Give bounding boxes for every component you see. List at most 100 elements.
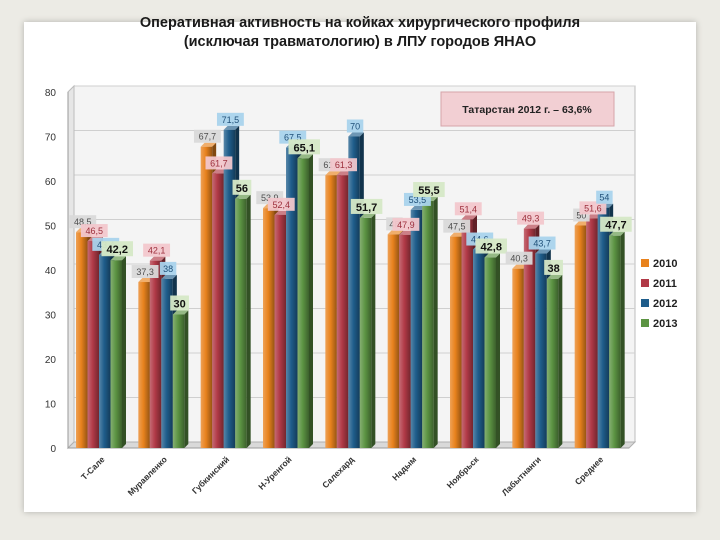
bar-side-face — [246, 194, 251, 448]
data-label-2013: 51,7 — [356, 202, 377, 214]
bar-side-face — [371, 213, 376, 448]
bar-top-face — [546, 274, 563, 279]
bar-top-face — [110, 256, 126, 261]
bar-top-face — [461, 215, 477, 220]
data-label-bg — [505, 251, 533, 265]
data-label-2013: 30 — [173, 299, 185, 311]
annotation-text: Татарстан 2012 г. – 63,6% — [462, 104, 592, 116]
bar-side-face — [433, 197, 438, 448]
bar-2012-0 — [99, 254, 111, 448]
x-category-label: Салехард — [320, 454, 356, 490]
bar-top-face — [609, 231, 625, 236]
y-tick-label: 80 — [45, 88, 57, 99]
bar-2013-5 — [422, 201, 434, 448]
data-label-2012: 38 — [163, 264, 173, 274]
bar-2011-7 — [523, 228, 536, 448]
data-label-bg — [131, 265, 159, 279]
x-category-label: Т-Сале — [79, 454, 107, 482]
data-label-bg — [288, 139, 321, 155]
bar-2013-1 — [172, 314, 185, 448]
data-label-2013: 55,5 — [418, 185, 439, 197]
bar-2010-2 — [200, 146, 213, 449]
data-label-2010: 37,3 — [136, 267, 154, 277]
data-label-bg — [232, 179, 252, 195]
data-label-2011: 51,4 — [459, 204, 477, 214]
bar-2012-6 — [473, 249, 485, 448]
bar-2010-3 — [263, 208, 275, 448]
bar-2011-2 — [212, 173, 224, 448]
bar-side-face — [309, 154, 313, 448]
bar-top-face — [523, 224, 540, 229]
legend-label-2013: 2013 — [653, 318, 677, 330]
bar-2011-4 — [336, 175, 349, 448]
bar-top-face — [223, 125, 240, 130]
y-tick-label: 20 — [45, 355, 57, 366]
legend-swatch-2012 — [641, 299, 649, 307]
bar-top-face — [359, 213, 376, 218]
bar-top-face — [325, 171, 341, 176]
x-category-label: Лабытнанги — [500, 454, 543, 497]
data-label-2012: 54 — [599, 193, 609, 203]
data-label-2013: 42,2 — [107, 244, 128, 256]
data-label-2013: 65,1 — [294, 142, 315, 154]
data-label-2013: 47,7 — [605, 220, 626, 232]
data-label-2011: 61,3 — [335, 160, 353, 170]
bar-2013-6 — [484, 257, 496, 448]
bar-2013-4 — [359, 217, 372, 448]
data-label-bg — [528, 236, 556, 250]
bar-2010-5 — [387, 234, 400, 448]
data-label-bg — [413, 182, 445, 198]
x-category-label: Губкинский — [190, 454, 231, 495]
bar-2012-4 — [348, 136, 360, 448]
bar-top-face — [149, 256, 166, 261]
bar-2012-7 — [535, 253, 547, 448]
data-label-2010: 50 — [576, 211, 586, 221]
data-label-2013: 38 — [547, 263, 559, 275]
bar-2012-8 — [597, 207, 610, 448]
bar-2010-0 — [76, 232, 88, 448]
x-category-label: Надым — [390, 454, 418, 482]
data-label-bg — [170, 295, 189, 311]
data-label-bg — [330, 158, 358, 172]
data-label-2010: 40,3 — [510, 254, 528, 264]
data-label-bg — [80, 224, 108, 238]
bar-top-face — [535, 249, 551, 254]
data-label-bg — [159, 261, 177, 275]
data-label-2011: 51,6 — [584, 203, 602, 213]
data-label-bg — [267, 197, 295, 211]
data-label-bg — [579, 201, 607, 215]
bar-top-face — [297, 154, 313, 159]
data-label-bg — [596, 190, 613, 204]
data-label-bg — [193, 129, 221, 143]
bar-2010-8 — [574, 225, 587, 448]
data-label-2011: 46,5 — [85, 226, 103, 236]
bar-2010-7 — [512, 268, 524, 448]
bar-2011-8 — [586, 218, 598, 448]
bar-2013-0 — [110, 260, 122, 448]
annotation-box — [440, 91, 615, 127]
chart-title-line1: Оперативная активность на койках хирурги… — [139, 15, 581, 31]
legend-label-2010: 2010 — [653, 258, 677, 270]
bar-top-face — [200, 142, 217, 147]
data-label-2012: 71,5 — [222, 115, 240, 125]
x-category-label: Муравленко — [126, 454, 169, 497]
data-label-bg — [600, 216, 632, 232]
bar-2012-3 — [286, 147, 298, 448]
bar-2013-7 — [546, 278, 559, 448]
data-label-2012: 53,5 — [409, 195, 427, 205]
data-label-bg — [350, 198, 383, 214]
y-tick-label: 10 — [45, 400, 57, 411]
data-label-2011: 61,7 — [210, 158, 228, 168]
data-label-2012: 43,7 — [533, 239, 551, 249]
data-label-bg — [346, 119, 364, 133]
bar-top-face — [161, 274, 177, 279]
bar-2011-1 — [149, 260, 162, 448]
data-label-bg — [143, 243, 171, 257]
bar-2011-3 — [274, 214, 286, 448]
data-label-bg — [544, 259, 563, 275]
data-label-2011: 47,9 — [397, 220, 415, 230]
legend-swatch-2010 — [641, 259, 649, 267]
data-label-bg — [443, 219, 471, 233]
data-label-bg — [454, 202, 482, 216]
bar-top-face — [348, 132, 364, 137]
